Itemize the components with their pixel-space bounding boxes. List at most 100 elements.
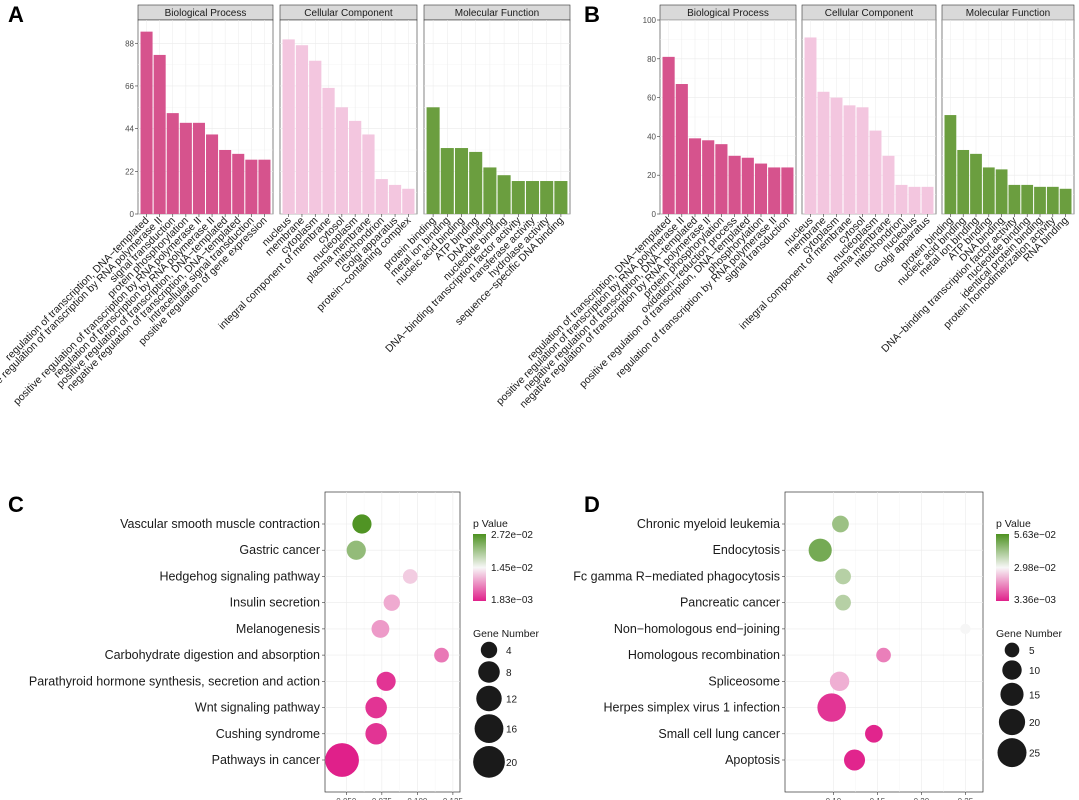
- legend-max-label: 5.63e−02: [1014, 530, 1056, 541]
- size-legend-label: 8: [506, 668, 512, 679]
- y-tick-label: Non−homologous end−joining: [614, 622, 780, 636]
- bar: [153, 54, 166, 214]
- x-tick-label: 0.10: [826, 797, 842, 800]
- bar: [728, 155, 741, 214]
- bubble-point: [434, 647, 449, 663]
- bubble-point: [844, 749, 866, 771]
- facet-title: Molecular Function: [966, 8, 1050, 19]
- plot-panel: [324, 491, 461, 793]
- y-tick-label: Pathways in cancer: [212, 753, 320, 767]
- bar: [469, 151, 483, 214]
- legend-title-gene-number: Gene Number: [996, 628, 1062, 640]
- legend-min-label: 1.83e−03: [491, 595, 533, 606]
- y-tick-label: Gastric cancer: [239, 543, 320, 557]
- size-legend-label: 12: [506, 694, 518, 705]
- facet-title: Cellular Component: [304, 8, 393, 19]
- panel-label-c: C: [8, 492, 24, 517]
- color-bar: [996, 534, 1009, 601]
- bubble-chart-c: 0.050 0.075 0.100 0.125 Vascular smooth musc…: [29, 491, 539, 800]
- bar: [282, 39, 295, 215]
- bubble-point: [808, 538, 832, 562]
- y-tick-label: 80: [647, 55, 656, 64]
- size-legend-dot: [998, 708, 1026, 736]
- bar: [511, 181, 525, 214]
- bar: [388, 184, 402, 214]
- legend-title-pvalue: p Value: [996, 518, 1031, 530]
- y-tick-label: 44: [125, 125, 134, 134]
- bar: [454, 148, 469, 214]
- y-tick-label: Wnt signaling pathway: [195, 701, 321, 715]
- bar: [426, 107, 440, 214]
- size-legend-label: 20: [506, 758, 518, 769]
- bubble-point: [365, 723, 387, 745]
- bar: [166, 113, 179, 214]
- y-tick-label: 0: [130, 210, 135, 219]
- bubble-point: [352, 514, 372, 534]
- bar: [675, 84, 688, 215]
- bar: [179, 122, 192, 214]
- y-tick-label: Herpes simplex virus 1 infection: [604, 701, 781, 715]
- legend-max-label: 2.72e−02: [491, 530, 533, 541]
- bubble-point: [835, 594, 851, 611]
- size-legend-label: 20: [1029, 718, 1041, 729]
- bar: [206, 134, 219, 214]
- bar: [322, 87, 335, 214]
- bar: [843, 105, 856, 214]
- bar: [908, 186, 921, 214]
- y-tick-label: Hedgehog signaling pathway: [159, 569, 320, 583]
- plot-panel: [784, 491, 984, 793]
- y-tick-label: Apoptosis: [725, 753, 780, 767]
- size-legend-dot: [1004, 642, 1020, 658]
- bubble-point: [325, 743, 359, 777]
- bar: [702, 140, 715, 214]
- bar-chart-a: Percent Of Genes (%)022446688Biological …: [0, 4, 571, 410]
- bar: [882, 155, 895, 214]
- bar: [781, 167, 794, 214]
- y-tick-label: 0: [652, 210, 657, 219]
- bar: [662, 56, 675, 214]
- bar: [540, 181, 554, 214]
- size-legend-dot: [474, 714, 504, 744]
- size-legend-label: 4: [506, 646, 512, 657]
- bar: [830, 97, 843, 214]
- bubble-point: [876, 647, 891, 663]
- panel-label-d: D: [584, 492, 600, 517]
- y-tick-label: Insulin secretion: [230, 596, 320, 610]
- x-tick-label: 0.20: [914, 797, 930, 800]
- bar: [140, 31, 153, 214]
- y-tick-label: Homologous recombination: [628, 648, 780, 662]
- size-legend-label: 25: [1029, 749, 1041, 760]
- bar: [869, 130, 882, 214]
- facet-title: Biological Process: [687, 8, 769, 19]
- bar: [375, 179, 388, 214]
- bubble-point: [402, 569, 418, 584]
- bar: [957, 149, 970, 214]
- x-tick-label: 0.100: [407, 797, 428, 800]
- bubble-point: [835, 568, 851, 585]
- y-tick-label: Vascular smooth muscle contraction: [120, 517, 320, 531]
- bar: [362, 134, 375, 214]
- y-tick-label: Cushing syndrome: [216, 727, 320, 741]
- bar: [402, 188, 415, 214]
- bubble-point: [371, 619, 390, 638]
- y-tick-label: 66: [125, 82, 134, 91]
- y-tick-label: Spliceosome: [708, 674, 780, 688]
- bar: [309, 60, 322, 214]
- bar: [258, 159, 271, 214]
- size-legend-dot: [473, 746, 505, 778]
- bar: [1021, 184, 1034, 214]
- size-legend-label: 16: [506, 725, 518, 736]
- bar: [554, 181, 568, 214]
- size-legend-label: 5: [1029, 646, 1035, 657]
- x-tick-label: 0.15: [870, 797, 886, 800]
- y-tick-label: 22: [125, 167, 134, 176]
- legend-title-pvalue: p Value: [473, 518, 508, 530]
- y-tick-label: Pancreatic cancer: [680, 596, 780, 610]
- size-legend-label: 10: [1029, 666, 1041, 677]
- bar: [497, 175, 511, 214]
- bubble-point: [865, 724, 883, 743]
- bubble-point: [829, 671, 850, 692]
- bar: [483, 167, 497, 214]
- bar: [970, 153, 982, 214]
